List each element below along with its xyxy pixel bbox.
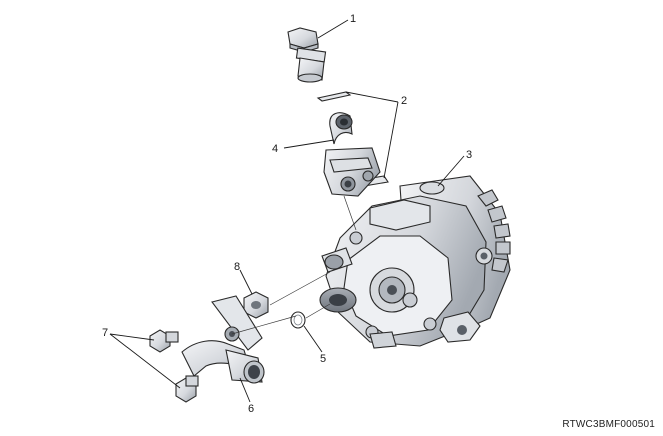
callout-1: 1	[350, 13, 356, 25]
callout-8: 8	[234, 261, 240, 273]
oil-pipe-part	[323, 112, 381, 197]
assembly-guide-lines	[231, 195, 357, 335]
callout-labels: 1 2 3 4 5 6 7 8	[102, 13, 472, 415]
callout-2: 2	[401, 95, 407, 107]
leader-lines	[109, 19, 465, 403]
o-ring-part	[290, 311, 306, 329]
callout-3: 3	[466, 149, 472, 161]
gasket-upper-part	[316, 91, 352, 102]
eye-bolt-part	[287, 27, 327, 83]
callout-4: 4	[272, 143, 278, 155]
vacuum-pump-part	[319, 175, 511, 349]
nut-part	[243, 291, 269, 319]
callout-5: 5	[320, 353, 326, 365]
callout-7: 7	[102, 327, 108, 339]
bolt-upper-part	[149, 329, 179, 353]
return-pipe-part	[181, 295, 265, 384]
callout-6: 6	[248, 403, 254, 415]
figure-code: RTWC3BMF000501	[562, 419, 655, 430]
bolt-lower-part	[175, 375, 199, 403]
